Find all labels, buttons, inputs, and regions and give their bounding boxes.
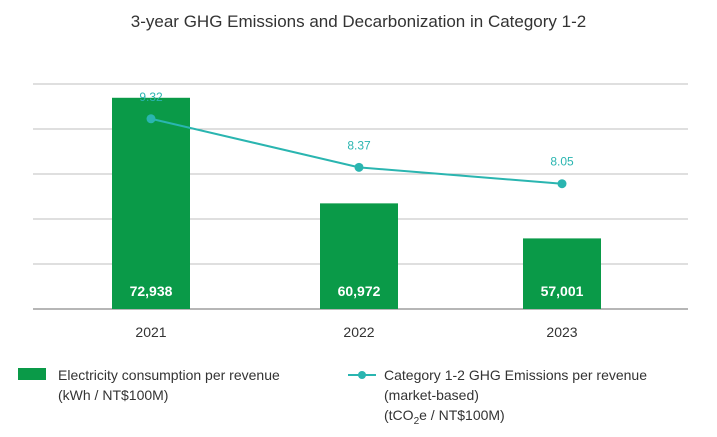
line-value-label: 9.32 [139,90,163,104]
x-tick-label: 2021 [135,324,166,340]
legend-bar-unit: (kWh / NT$100M) [58,387,169,403]
bar-2023 [523,238,601,309]
bar-value-label: 72,938 [130,283,173,299]
line-series: 9.32 8.37 8.05 [139,90,574,189]
bar-2022 [320,203,398,309]
line-value-label: 8.37 [347,138,371,152]
line-point-2022 [354,162,364,172]
chart-title: 3-year GHG Emissions and Decarbonization… [130,12,587,31]
legend-line-qualifier: (market-based) [384,387,479,403]
chart-plot: 72,938 60,972 57,001 9.32 8.37 8.05 2021 2022… [33,83,688,340]
x-tick-label: 2023 [546,324,577,340]
legend-line-unit: (tCO2e / NT$100M) [384,407,505,427]
x-axis-ticks: 2021 2022 2023 [135,324,577,340]
x-tick-label: 2022 [343,324,374,340]
legend-bar-swatch [18,368,46,380]
bar-value-label: 57,001 [541,283,584,299]
legend-bar-label: Electricity consumption per revenue [58,367,280,383]
line-point-2023 [557,179,567,189]
bar-value-label: 60,972 [338,283,381,299]
bar-series: 72,938 60,972 57,001 [112,97,601,310]
line-value-label: 8.05 [550,155,574,169]
bar-2021 [112,97,190,310]
line-point-2021 [146,114,156,124]
legend-line-label: Category 1-2 GHG Emissions per revenue [384,367,647,383]
legend-line-marker [358,371,366,379]
